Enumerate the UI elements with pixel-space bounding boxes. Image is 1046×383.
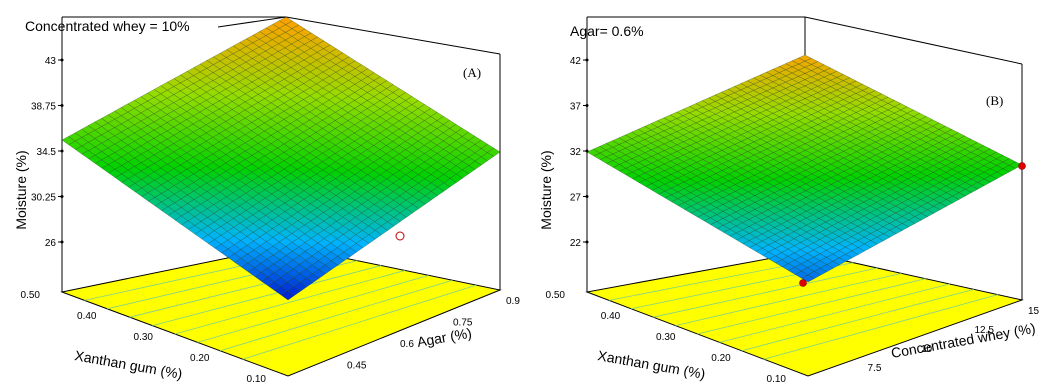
z-tick-label: 26 xyxy=(45,238,57,249)
y-tick-label: 0.6 xyxy=(400,339,414,350)
y-axis-title: Agar (%) xyxy=(416,325,473,350)
panel-label: (B) xyxy=(986,93,1003,108)
x-tick-label: 0.50 xyxy=(21,290,41,301)
z-tick-label: 38.75 xyxy=(31,102,56,113)
x-tick-label: 0.10 xyxy=(247,374,267,383)
floor-contour xyxy=(763,294,998,360)
z-tick-label: 30.25 xyxy=(31,193,56,204)
z-tick-label: 34.5 xyxy=(37,147,57,158)
x-tick-label: 0.10 xyxy=(767,374,787,383)
z-tick-label: 37 xyxy=(570,102,582,113)
z-tick-dot xyxy=(585,195,589,198)
floor-contour xyxy=(152,265,382,326)
floor-contour xyxy=(697,278,926,335)
floor-contour xyxy=(242,284,477,360)
z-tick-dot xyxy=(60,240,64,244)
design-point xyxy=(1018,162,1026,170)
x-tick-label: 0.50 xyxy=(546,290,566,301)
floor-contour xyxy=(197,274,429,343)
z-tick-dot xyxy=(60,104,64,107)
x-axis-title: Xanthan gum (%) xyxy=(73,347,183,382)
z-tick-label: 32 xyxy=(570,147,582,158)
y-tick-label: 0.75 xyxy=(453,318,473,329)
floor-contour xyxy=(675,272,902,326)
chart-b: 22273237420.100.200.300.400.5057.51012.5… xyxy=(538,16,1040,383)
z-tick-dot xyxy=(585,149,589,153)
y-tick-label: 12.5 xyxy=(975,325,995,336)
z-tick-label: 42 xyxy=(570,56,582,67)
z-axis-title: Moisture (%) xyxy=(13,150,29,229)
x-tick-label: 0.40 xyxy=(77,311,97,322)
floor-contour xyxy=(653,267,878,318)
condition-note: Agar= 0.6% xyxy=(570,23,644,39)
floor-contour xyxy=(719,283,950,343)
z-tick-dot xyxy=(60,58,64,62)
x-tick-label: 0.20 xyxy=(190,353,210,364)
y-tick-label: 0.9 xyxy=(506,296,520,307)
surface-cell xyxy=(798,54,812,62)
z-tick-label: 27 xyxy=(570,193,582,204)
z-axis-title: Moisture (%) xyxy=(538,150,554,229)
floor-contour xyxy=(220,279,453,352)
design-point xyxy=(395,231,405,241)
z-tick-dot xyxy=(585,58,589,62)
x-tick-label: 0.30 xyxy=(656,332,676,343)
y-tick-label: 0.45 xyxy=(347,361,367,372)
floor-contour xyxy=(174,270,405,335)
response-surface xyxy=(586,54,1023,283)
z-tick-dot xyxy=(60,149,64,153)
z-tick-label: 43 xyxy=(45,56,57,67)
z-tick-dot xyxy=(585,240,589,244)
top-edge-right xyxy=(804,16,1023,65)
x-axis-title: Xanthan gum (%) xyxy=(596,347,706,382)
y-tick-label: 10 xyxy=(921,344,933,355)
condition-note: Concentrated whey = 10% xyxy=(25,18,190,34)
chart-a: 26 30.25 34.5 38.75 43 0.10 0.20 0.30 0.40 0.50 0.… xyxy=(13,16,520,383)
top-edge-right xyxy=(285,16,501,55)
x-tick-label: 0.30 xyxy=(134,332,154,343)
design-point xyxy=(799,279,807,287)
panel-label: (A) xyxy=(463,65,481,80)
y-tick-label: 7.5 xyxy=(868,363,882,374)
floor-contour xyxy=(741,288,974,352)
note-leader-line xyxy=(217,16,287,28)
z-tick-label: 22 xyxy=(570,238,582,249)
x-tick-label: 0.20 xyxy=(711,353,731,364)
z-tick-dot xyxy=(585,104,589,107)
x-tick-label: 0.40 xyxy=(601,311,621,322)
y-tick-label: 15 xyxy=(1028,306,1040,317)
z-tick-dot xyxy=(60,195,64,198)
response-surface xyxy=(61,16,501,301)
